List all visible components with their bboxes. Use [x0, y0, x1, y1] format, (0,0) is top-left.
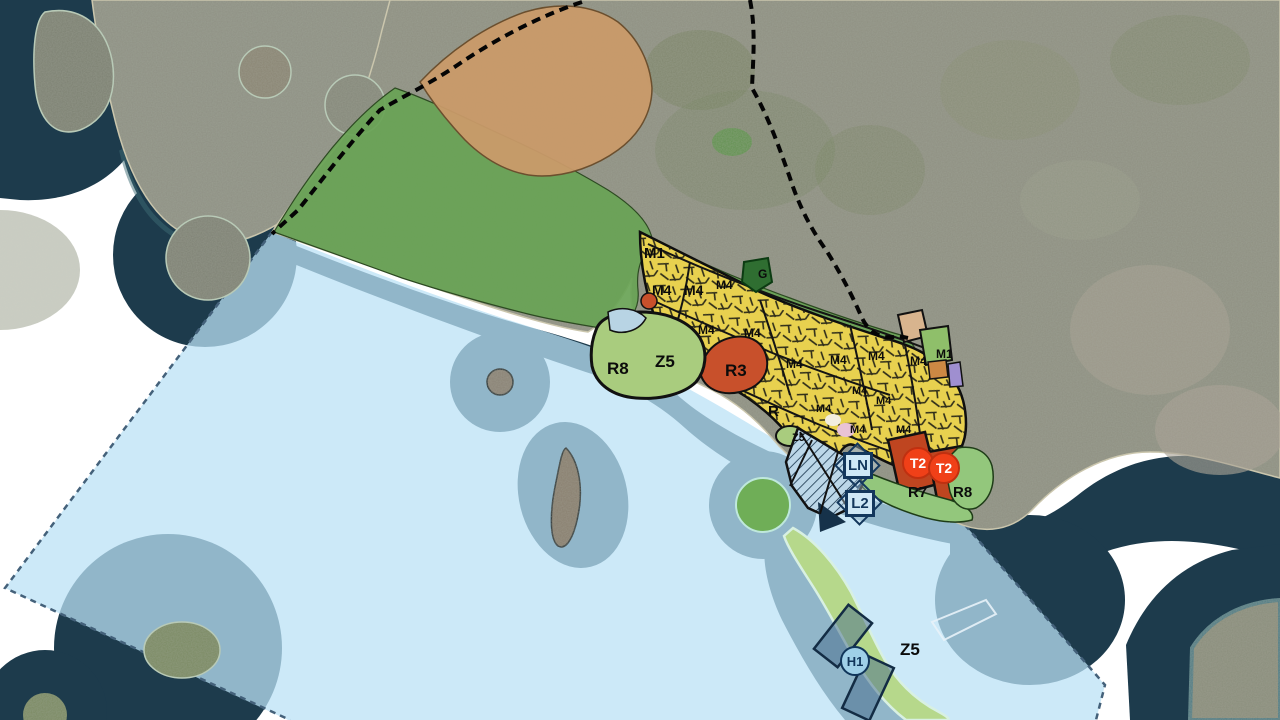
- zone-label: Z5: [655, 352, 675, 371]
- zone-label: G: [758, 267, 767, 281]
- h1-zone: [812, 598, 998, 720]
- l2-port-badge[interactable]: L2: [845, 490, 875, 517]
- zone-agriculture-tan: [419, 5, 653, 177]
- zone-label: M4: [896, 424, 912, 436]
- zone-label: M4: [868, 349, 885, 363]
- zone-label: M4: [910, 354, 927, 368]
- white-outline-zone: [930, 598, 998, 642]
- zone-g-green: [740, 256, 774, 294]
- zone-coastal-green: [855, 469, 974, 523]
- zone-label: R8: [953, 484, 972, 501]
- zone-park-z5: [589, 310, 707, 400]
- zone-label: M4: [850, 424, 866, 436]
- zone-label: M4: [744, 326, 761, 340]
- zone-label: Z5: [792, 432, 805, 444]
- zone-label: M4: [684, 282, 704, 298]
- zone-layer: [273, 5, 994, 523]
- zone-tourism-red: [698, 335, 769, 395]
- ln-port-badge[interactable]: LN: [843, 452, 873, 479]
- zone-label: R7: [908, 484, 927, 501]
- zone-label: M4: [830, 353, 847, 367]
- zone-label: R8: [607, 359, 629, 378]
- zone-label: M4: [876, 395, 892, 407]
- zone-label: M4: [816, 403, 832, 415]
- h1-marker[interactable]: H1: [840, 646, 870, 676]
- zone-label: M4: [652, 282, 672, 298]
- zone-label: R: [768, 403, 779, 420]
- zone-labels-group: M1 M4 M4 M4 M4 M4 M4 M4 M4 M4 M1 M4 M4 M4 M4 M4 G Z5 R8 R3 R…: [607, 245, 972, 659]
- admin-boundary-dashed: [270, 0, 909, 340]
- zone-label: M4: [852, 385, 868, 397]
- zone-label: Z5: [900, 640, 920, 659]
- t2-marker-right[interactable]: T2: [928, 452, 960, 484]
- zone-label: R3: [725, 361, 747, 380]
- zone-label: M1: [936, 347, 953, 361]
- zone-label: M4: [716, 278, 733, 292]
- zone-label: M4: [698, 323, 715, 337]
- zone-label: M1: [644, 245, 665, 262]
- zone-label: M4: [786, 357, 803, 371]
